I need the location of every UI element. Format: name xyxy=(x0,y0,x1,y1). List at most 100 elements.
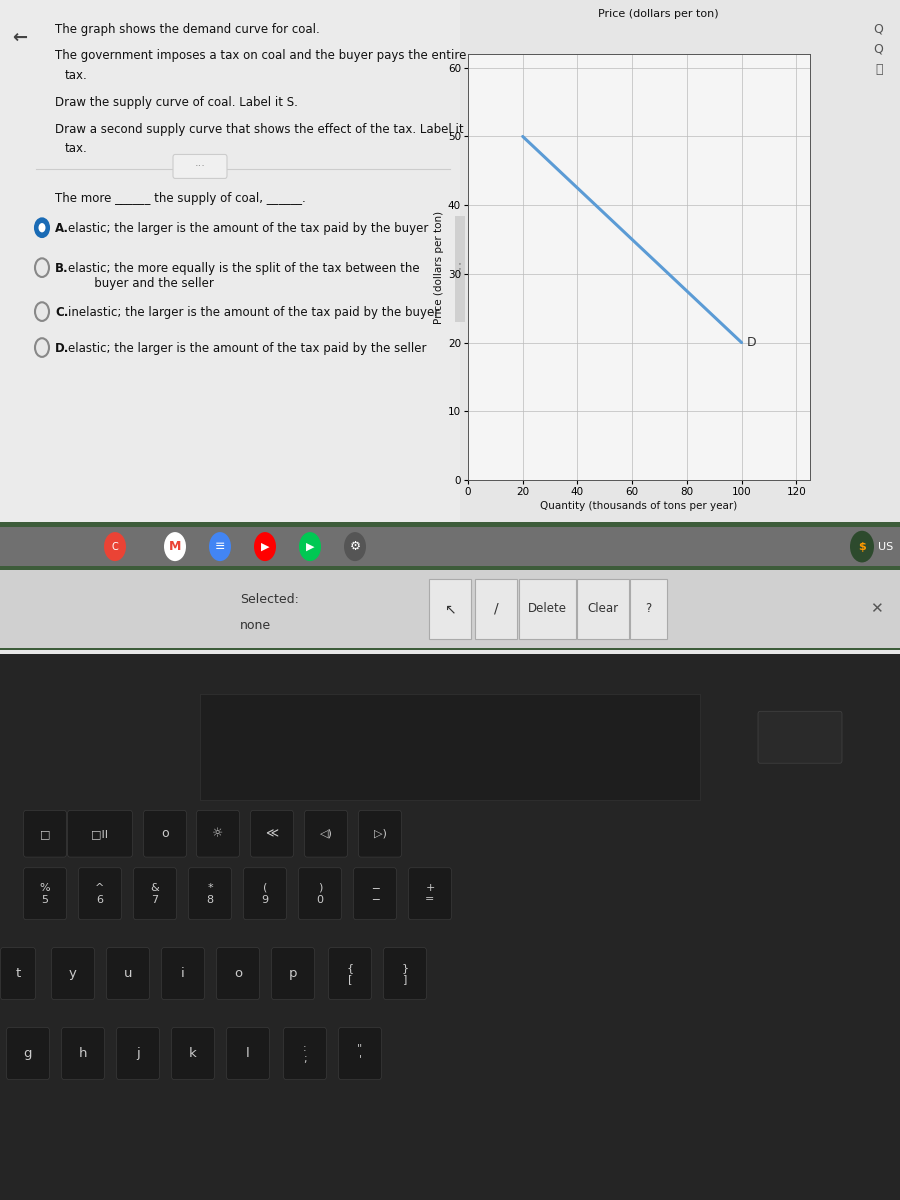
Text: y: y xyxy=(69,967,76,980)
Circle shape xyxy=(850,530,874,563)
Text: tax.: tax. xyxy=(65,143,88,156)
FancyBboxPatch shape xyxy=(519,580,576,638)
Text: ☼: ☼ xyxy=(212,827,223,840)
Text: ↖: ↖ xyxy=(445,602,455,616)
Text: elastic; the larger is the amount of the tax paid by the seller: elastic; the larger is the amount of the… xyxy=(68,342,427,355)
Text: □: □ xyxy=(40,829,50,839)
X-axis label: Quantity (thousands of tons per year): Quantity (thousands of tons per year) xyxy=(540,502,738,511)
Text: ⋮: ⋮ xyxy=(453,262,467,276)
FancyBboxPatch shape xyxy=(23,868,67,919)
FancyBboxPatch shape xyxy=(409,868,452,919)
Text: □II: □II xyxy=(92,829,109,839)
Text: ⚙: ⚙ xyxy=(349,540,361,553)
Text: Delete: Delete xyxy=(528,602,567,616)
Y-axis label: Price (dollars per ton): Price (dollars per ton) xyxy=(434,210,444,324)
Bar xyxy=(0,0,460,522)
Bar xyxy=(460,0,900,522)
FancyBboxPatch shape xyxy=(51,948,94,1000)
FancyBboxPatch shape xyxy=(173,155,227,179)
FancyBboxPatch shape xyxy=(188,868,231,919)
FancyBboxPatch shape xyxy=(358,810,401,857)
FancyBboxPatch shape xyxy=(304,810,347,857)
FancyBboxPatch shape xyxy=(133,868,176,919)
Bar xyxy=(455,216,465,323)
Text: ▷): ▷) xyxy=(374,829,386,839)
Text: l: l xyxy=(246,1048,250,1060)
Circle shape xyxy=(35,338,49,356)
Circle shape xyxy=(35,218,49,238)
Text: D.: D. xyxy=(55,342,69,355)
Text: B.: B. xyxy=(55,263,68,275)
Text: Next: Next xyxy=(787,683,824,696)
FancyBboxPatch shape xyxy=(429,580,471,638)
Text: *
8: * 8 xyxy=(206,883,213,905)
FancyBboxPatch shape xyxy=(630,580,667,638)
Text: {
[: { [ xyxy=(346,962,354,984)
Text: t: t xyxy=(15,967,21,980)
Text: ◁): ◁) xyxy=(320,829,332,839)
FancyBboxPatch shape xyxy=(354,868,397,919)
Text: )
0: ) 0 xyxy=(317,883,323,905)
Text: ?: ? xyxy=(645,602,652,616)
Text: elastic; the more equally is the split of the tax between the
       buyer and t: elastic; the more equally is the split o… xyxy=(68,263,419,290)
FancyBboxPatch shape xyxy=(78,868,122,919)
Text: ···: ··· xyxy=(194,162,205,172)
FancyBboxPatch shape xyxy=(172,1027,214,1080)
FancyBboxPatch shape xyxy=(106,948,149,1000)
Text: The more ______ the supply of coal, ______.: The more ______ the supply of coal, ____… xyxy=(55,192,306,205)
FancyBboxPatch shape xyxy=(161,948,204,1000)
Text: i: i xyxy=(181,967,184,980)
FancyBboxPatch shape xyxy=(6,1027,50,1080)
Text: g: g xyxy=(23,1048,32,1060)
Text: US: US xyxy=(878,541,893,552)
Text: o: o xyxy=(161,827,169,840)
Text: ✕: ✕ xyxy=(869,601,882,617)
Text: Draw a second supply curve that shows the effect of the tax. Label it S +: Draw a second supply curve that shows th… xyxy=(55,122,489,136)
FancyBboxPatch shape xyxy=(217,948,259,1000)
Text: (
9: ( 9 xyxy=(261,883,268,905)
Text: Draw the supply curve of coal. Label it S.: Draw the supply curve of coal. Label it … xyxy=(55,96,298,109)
Circle shape xyxy=(254,532,276,562)
Text: inelastic; the larger is the amount of the tax paid by the buyer: inelastic; the larger is the amount of t… xyxy=(68,306,439,319)
Text: ^
6: ^ 6 xyxy=(95,883,104,905)
Text: C: C xyxy=(112,541,119,552)
Text: "
': " ' xyxy=(357,1043,363,1064)
Text: ←: ← xyxy=(12,29,27,47)
FancyBboxPatch shape xyxy=(244,868,286,919)
FancyBboxPatch shape xyxy=(61,1027,104,1080)
Text: k: k xyxy=(189,1048,197,1060)
Text: $: $ xyxy=(858,541,866,552)
FancyBboxPatch shape xyxy=(338,1027,382,1080)
FancyBboxPatch shape xyxy=(68,810,132,857)
Text: C.: C. xyxy=(55,306,68,319)
FancyBboxPatch shape xyxy=(284,1027,327,1080)
Text: The government imposes a tax on coal and the buyer pays the entire: The government imposes a tax on coal and… xyxy=(55,49,466,62)
Text: }
]: } ] xyxy=(401,962,409,984)
Text: &
7: & 7 xyxy=(150,883,159,905)
FancyBboxPatch shape xyxy=(758,712,842,763)
FancyBboxPatch shape xyxy=(475,580,517,638)
Circle shape xyxy=(344,532,366,562)
Text: ≡: ≡ xyxy=(215,540,225,553)
FancyBboxPatch shape xyxy=(1,948,35,1000)
Circle shape xyxy=(209,532,231,562)
Text: j: j xyxy=(136,1048,140,1060)
Text: Selected:: Selected: xyxy=(240,593,299,606)
Bar xyxy=(200,694,700,800)
FancyBboxPatch shape xyxy=(227,1027,269,1080)
Circle shape xyxy=(35,258,49,277)
Text: Q: Q xyxy=(873,23,883,36)
Text: /: / xyxy=(494,602,499,616)
FancyBboxPatch shape xyxy=(23,810,67,857)
FancyBboxPatch shape xyxy=(747,661,863,718)
FancyBboxPatch shape xyxy=(272,948,314,1000)
Text: ⧉: ⧉ xyxy=(876,62,883,76)
Text: Clear: Clear xyxy=(588,602,618,616)
Circle shape xyxy=(39,223,46,233)
Text: elastic; the larger is the amount of the tax paid by the buyer: elastic; the larger is the amount of the… xyxy=(68,222,428,235)
Circle shape xyxy=(164,532,186,562)
Text: ▶: ▶ xyxy=(306,541,314,552)
FancyBboxPatch shape xyxy=(143,810,186,857)
Text: tax.: tax. xyxy=(65,70,88,83)
Text: The graph shows the demand curve for coal.: The graph shows the demand curve for coa… xyxy=(55,23,319,36)
